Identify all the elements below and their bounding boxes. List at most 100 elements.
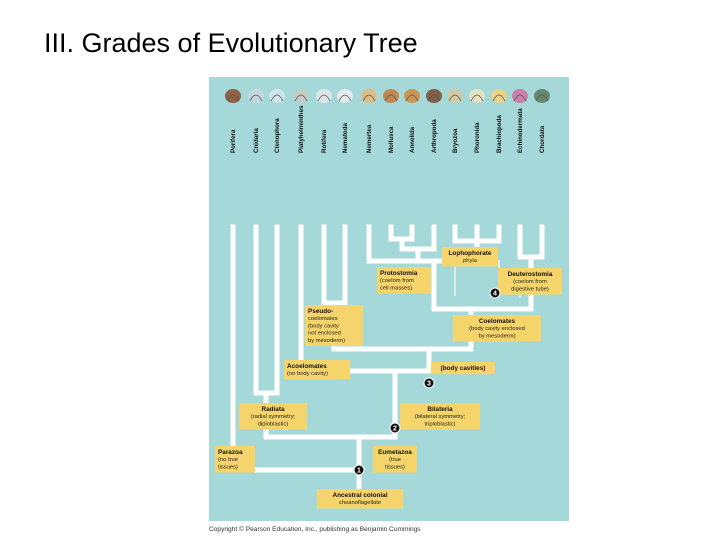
phylum-label-nemertea: Nemertea (366, 124, 373, 153)
label-text-deuterostomia-2: digestive tube) (511, 286, 549, 292)
label-text-lophophorate-1: phyla (463, 258, 478, 264)
label-text-pseudocoelomates-3: not enclosed (308, 331, 341, 337)
node-marker-3: 3 (423, 377, 435, 389)
slide-title: III. Grades of Evolutionary Tree (44, 28, 418, 58)
label-text-pseudocoelomates-4: by mesoderm) (308, 338, 345, 344)
label-bilateria: Bilateria(bilateral symmetry;triploblast… (400, 403, 480, 430)
phylum-label-platyhelminthes: Platyhelminthes (298, 105, 305, 153)
label-box-coelomates (453, 315, 541, 342)
label-text-acoelomates-1: (no body cavity) (287, 371, 328, 377)
animal-icon-porifera (225, 89, 241, 103)
label-body-cavities: (body cavities) (431, 362, 495, 375)
animal-icon-platyhelminthes (293, 89, 309, 103)
label-text-body-cavities-0: (body cavities) (441, 365, 486, 372)
label-text-bilateria-0: Bilateria (427, 406, 453, 413)
label-box-protostomia (377, 267, 431, 294)
label-text-ancestor-0: Ancestral colonial (332, 492, 387, 499)
animal-icon-phoronida (469, 89, 485, 103)
phylum-label-cnidaria: Cnidaria (253, 128, 260, 153)
phylum-label-phoronida: Phoronida (474, 122, 481, 153)
animal-illustrations (225, 89, 550, 103)
label-text-eumetazoa-2: tissues) (385, 464, 405, 470)
label-text-protostomia-2: cell masses) (380, 285, 412, 291)
label-text-acoelomates-0: Acoelomates (287, 363, 327, 370)
animal-icon-annelida (404, 89, 420, 103)
label-text-pseudocoelomates-2: (body cavity (308, 323, 339, 329)
phylum-labels: Porifera Cnidaria Ctenophora Platyhelminthe… (230, 105, 546, 153)
animal-icon-mollusca (383, 89, 399, 103)
label-box-acoelomates (284, 360, 350, 380)
label-text-coelomates-1: (body cavity enclosed (469, 326, 525, 332)
label-text-ancestor-1: choanoflagellate (339, 500, 381, 506)
label-text-parazoa-0: Parazoa (218, 449, 243, 456)
animal-icon-ctenophora (269, 89, 285, 103)
label-box-deuterostomia (498, 268, 562, 295)
label-pseudocoelomates: Pseudo-coelomates(body cavity not enclose… (305, 305, 363, 346)
phylum-label-mollusca: Mollusca (388, 126, 395, 153)
phylum-label-porifera: Porifera (230, 129, 237, 153)
node-marker-2: 2 (389, 422, 401, 434)
node-marker-1: 1 (353, 464, 365, 476)
animal-icon-nematoda (337, 89, 353, 103)
label-text-eumetazoa-1: (true (389, 457, 401, 463)
label-box-parazoa (215, 446, 255, 473)
label-text-coelomates-2: by mesoderm) (478, 333, 515, 339)
label-box-bilateria (400, 403, 480, 430)
animal-icon-cnidaria (248, 89, 264, 103)
animal-icon-nemertea (361, 89, 377, 103)
animal-icon-chordata (534, 89, 550, 103)
label-text-lophophorate-0: Lophophorate (449, 250, 492, 257)
node-number-3: 3 (427, 381, 431, 388)
node-number-1: 1 (357, 468, 361, 475)
evolutionary-tree-diagram: Porifera Cnidaria Ctenophora Platyhelminthe… (209, 77, 569, 521)
phylum-label-arthropoda: Arthropoda (431, 119, 438, 153)
phylum-label-nematoda: Nematoda (342, 123, 349, 153)
evolutionary-tree-figure: Porifera Cnidaria Ctenophora Platyhelminthe… (209, 77, 569, 521)
label-box-eumetazoa (373, 446, 417, 473)
animal-icon-brachiopoda (491, 89, 507, 103)
node-marker-4: 4 (489, 287, 501, 299)
label-text-parazoa-2: tissues) (218, 464, 238, 470)
label-text-bilateria-2: triploblastic) (425, 421, 456, 427)
label-box-radiata (239, 403, 307, 430)
animal-icon-echinodermata (512, 89, 528, 103)
label-text-eumetazoa-0: Eumetazoa (378, 449, 412, 456)
label-radiata: Radiata(radial symmetry;diploblastic) (239, 403, 307, 430)
label-text-radiata-0: Radiata (261, 406, 285, 413)
label-text-radiata-1: (radial symmetry; (251, 414, 296, 420)
label-box-lophophorate (442, 247, 498, 267)
label-text-protostomia-1: (coelom from (380, 278, 414, 284)
label-text-parazoa-1: (no true (218, 457, 238, 463)
animal-icon-arthropoda (426, 89, 442, 103)
phylum-label-brachiopoda: Brachiopoda (496, 115, 503, 153)
label-text-bilateria-1: (bilateral symmetry; (415, 414, 466, 420)
node-markers: 1 2 3 4 (353, 287, 501, 476)
label-text-deuterostomia-1: (coelom from (513, 279, 547, 285)
animal-icon-bryozoa (447, 89, 463, 103)
label-box-body-cavities (431, 362, 495, 375)
label-text-pseudocoelomates-0: Pseudo- (308, 308, 333, 315)
node-number-4: 4 (493, 291, 497, 298)
phylum-label-bryozoa: Bryozoa (452, 128, 459, 153)
animal-icon-rotifera (316, 89, 332, 103)
label-text-coelomates-0: Coelomates (479, 318, 516, 325)
label-box-pseudocoelomates (305, 305, 363, 346)
label-text-protostomia-0: Protostomia (380, 270, 418, 277)
phylum-label-annelida: Annelida (409, 126, 416, 153)
label-box-ancestor (317, 489, 403, 509)
phylum-label-chordata: Chordata (539, 125, 546, 153)
label-text-radiata-2: diploblastic) (258, 421, 289, 427)
label-text-deuterostomia-0: Deuterostomia (508, 271, 553, 278)
phylum-label-rotifera: Rotifera (321, 129, 328, 153)
phylum-label-echinodermata: Echinodermata (517, 108, 524, 153)
copyright-notice: Copyright © Pearson Education, Inc., pub… (209, 526, 421, 533)
node-number-2: 2 (393, 426, 397, 433)
